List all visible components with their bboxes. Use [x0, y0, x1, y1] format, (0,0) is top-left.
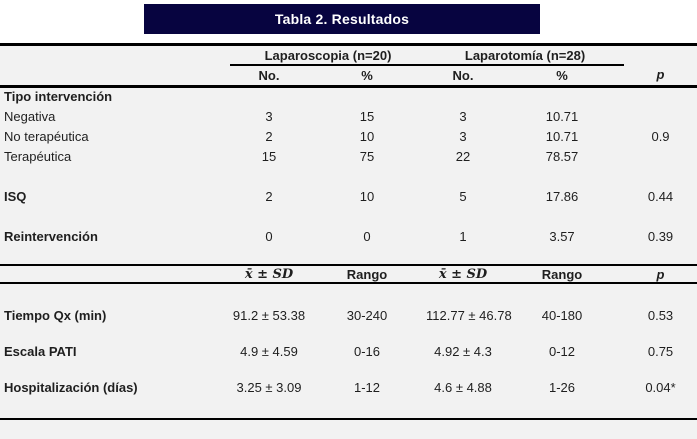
cell [308, 86, 426, 106]
spacer-row [0, 246, 697, 265]
results-table-area: Laparoscopia (n=20) Laparotomía (n=28) N… [0, 43, 697, 439]
group-header-laparoscopia: Laparoscopia (n=20) [230, 46, 427, 66]
spacer-row [0, 325, 697, 341]
cell: 2 [265, 188, 273, 204]
row-reintervencion: Reintervención 0 0 1 3.57 0.39 [0, 226, 697, 246]
cell: 10.71 [545, 128, 579, 144]
cell: 1 [459, 228, 467, 244]
cell: 30-240 [346, 307, 388, 323]
empty-cell [0, 264, 230, 284]
cell: 40-180 [541, 307, 583, 323]
cell: 1-12 [353, 379, 381, 395]
cell [426, 86, 500, 106]
row-negativa: Negativa 3 15 3 10.71 [0, 106, 697, 126]
cell: 0-12 [549, 343, 576, 359]
cell: 5 [459, 188, 467, 204]
p-value-cell [624, 146, 697, 166]
row-label: Tipo intervención [4, 89, 113, 105]
row-hospitalizacion: Hospitalización (días) 3.25 ± 3.09 1-12 … [0, 377, 697, 397]
cell: 3.25 ± 3.09 [236, 379, 302, 395]
row-label: Terapéutica [4, 148, 72, 164]
p-value-cell: 0.75 [647, 343, 674, 359]
spacer-row [0, 206, 697, 226]
cell: 91.2 ± 53.38 [232, 307, 306, 323]
row-tipo-intervencion: Tipo intervención [0, 86, 697, 106]
cell: 22 [455, 148, 471, 164]
sub-header-row: No. % No. % p [0, 65, 697, 88]
cell: 17.86 [545, 188, 579, 204]
cell: 4.6 ± 4.88 [434, 379, 492, 395]
col-header-no-lap: No. [230, 65, 308, 88]
spacer-row [0, 166, 697, 186]
cell: 0 [265, 228, 273, 244]
p-value-cell [624, 86, 697, 106]
cell: 112.77 ± 46.78 [426, 307, 512, 323]
bottom-rule-row [0, 397, 697, 420]
row-label: Negativa [4, 108, 56, 124]
cell: 15 [261, 148, 277, 164]
row-terapeutica: Terapéutica 15 75 22 78.57 [0, 146, 697, 166]
empty-cell [0, 65, 230, 88]
cell: 3 [265, 108, 273, 124]
cell: 3 [459, 128, 467, 144]
stats-header-row: x̄ ± SD Rango x̄ ± SD Rango p [0, 264, 697, 284]
spacer-row [0, 361, 697, 377]
p-value-cell [624, 106, 697, 126]
cell [500, 86, 624, 106]
spacer-row [0, 283, 697, 305]
row-tiempo-qx: Tiempo Qx (min) 91.2 ± 53.38 30-240 112.… [0, 305, 697, 325]
cell: 4.92 ± 4.3 [434, 343, 492, 359]
cell: 2 [265, 128, 273, 144]
cell: 10.71 [545, 108, 579, 124]
table-title: Tabla 2. Resultados [274, 11, 410, 27]
col-header-rango-lap: Rango [308, 264, 427, 284]
group-header-row: Laparoscopia (n=20) Laparotomía (n=28) [0, 46, 697, 66]
p-value-cell: 0.9 [651, 128, 670, 144]
col-header-rango-lapa: Rango [500, 264, 625, 284]
row-label: No terapéutica [4, 128, 89, 144]
group-header-laparotomia: Laparotomía (n=28) [426, 46, 625, 66]
cell: 10 [359, 128, 375, 144]
table-title-banner: Tabla 2. Resultados [144, 4, 540, 34]
empty-cell [0, 46, 230, 65]
cell: 3 [459, 108, 467, 124]
row-label: Escala PATI [4, 343, 77, 359]
col-header-pct-lapa: % [500, 65, 625, 88]
p-value-cell: 0.04* [645, 379, 676, 395]
row-label: ISQ [4, 188, 27, 204]
col-header-no-lapa: No. [426, 65, 501, 88]
cell: 75 [359, 148, 375, 164]
col-header-mean-sd-lapa: x̄ ± SD [426, 264, 501, 284]
row-no-terapeutica: No terapéutica 2 10 3 10.71 0.9 [0, 126, 697, 146]
p-value-cell: 0.44 [647, 188, 674, 204]
p-value-cell: 0.39 [647, 228, 674, 244]
cell [230, 86, 308, 106]
cell: 4.9 ± 4.59 [240, 343, 298, 359]
cell: 78.57 [545, 148, 579, 164]
row-label: Tiempo Qx (min) [4, 307, 107, 323]
col-header-pct-lap: % [308, 65, 427, 88]
row-escala-pati: Escala PATI 4.9 ± 4.59 0-16 4.92 ± 4.3 0… [0, 341, 697, 361]
cell: 10 [359, 188, 375, 204]
cell: 3.57 [549, 228, 575, 244]
col-header-p2: p [624, 264, 697, 284]
results-table: Laparoscopia (n=20) Laparotomía (n=28) N… [0, 46, 697, 420]
cell: 0-16 [353, 343, 381, 359]
cell: 0 [363, 228, 371, 244]
row-label: Hospitalización (días) [4, 379, 138, 395]
cell: 1-26 [549, 379, 576, 395]
cell: 15 [359, 108, 375, 124]
row-label: Reintervención [4, 228, 98, 244]
empty-cell [624, 46, 697, 65]
p-value-cell: 0.53 [647, 307, 674, 323]
row-isq: ISQ 2 10 5 17.86 0.44 [0, 186, 697, 206]
col-header-p: p [624, 65, 697, 88]
col-header-mean-sd-lap: x̄ ± SD [230, 264, 308, 284]
